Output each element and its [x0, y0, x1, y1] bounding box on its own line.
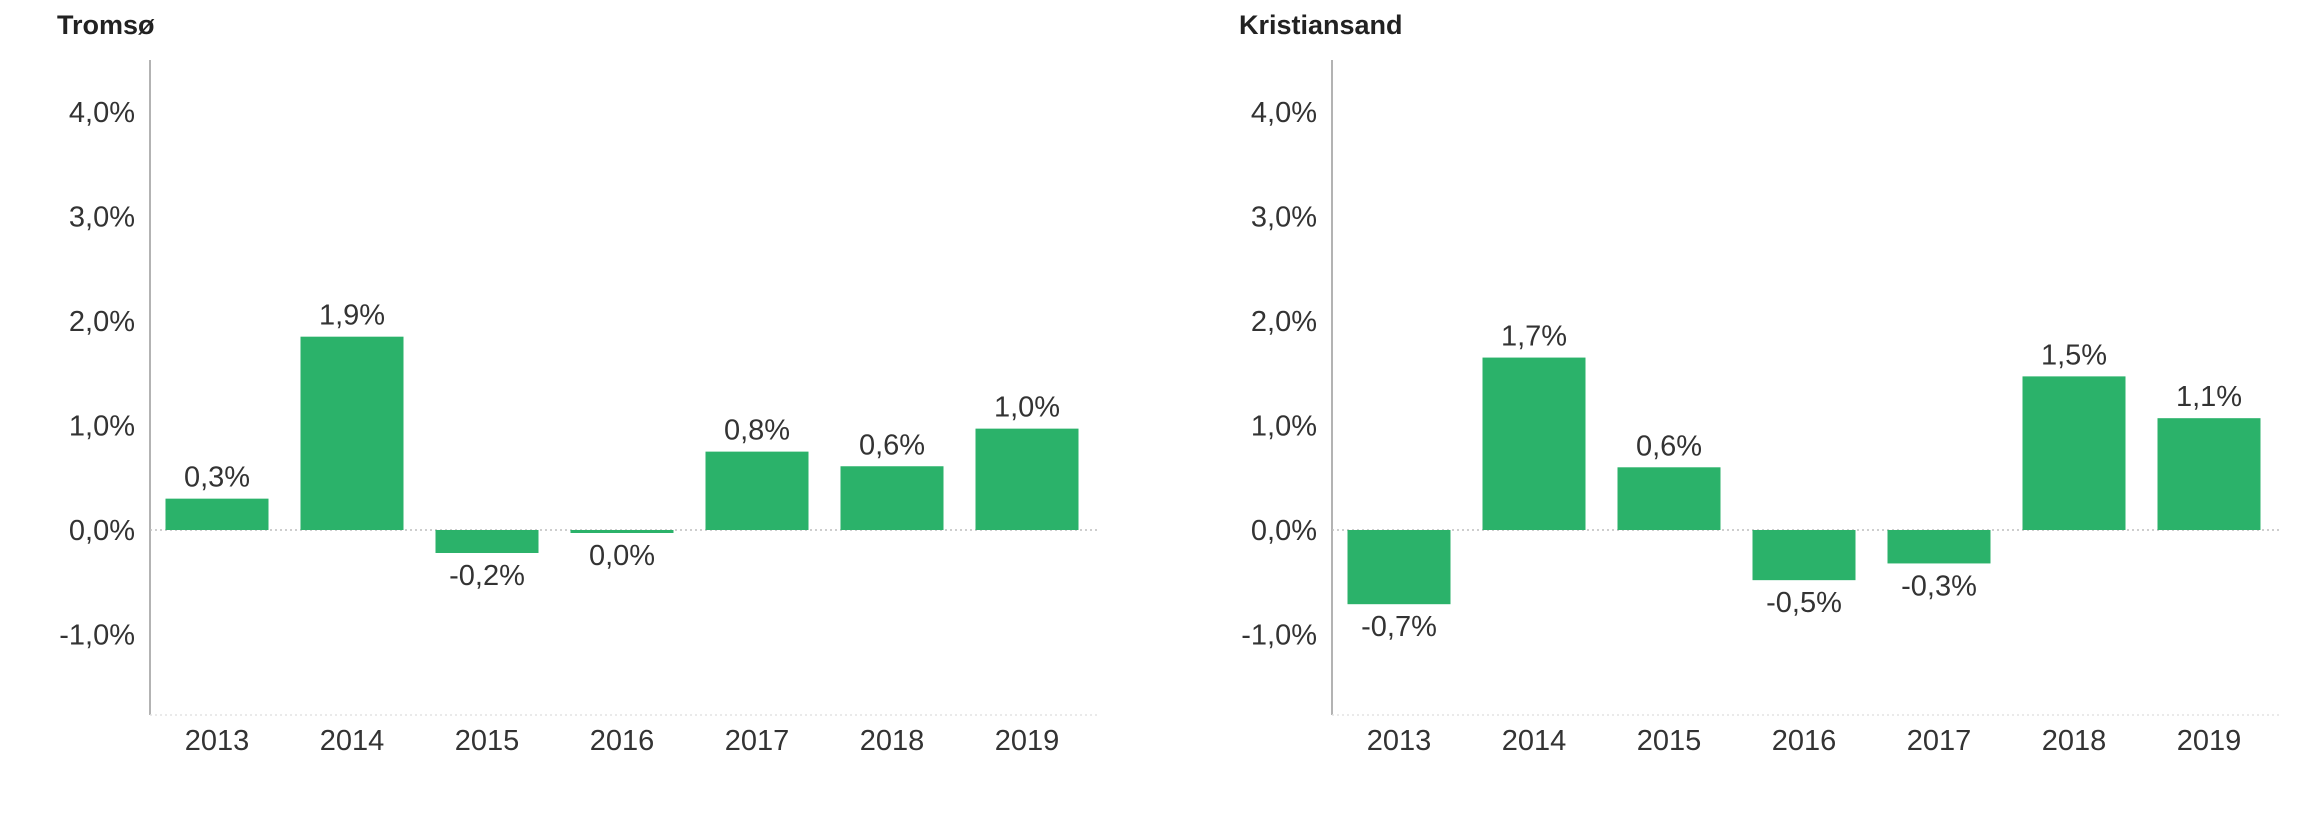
data-label: 0,3%: [184, 462, 250, 494]
y-tick-label: -1,0%: [1241, 620, 1317, 652]
bar-chart-tromso: -1,0% 0,0% 1,0% 2,0% 3,0% 4,0% 0,3% 2013 1,9% 201…: [59, 60, 1097, 757]
bar: [2022, 376, 2126, 530]
x-tick-label: 2019: [995, 725, 1060, 757]
data-label: 1,9%: [319, 300, 385, 332]
y-tick-label: -1,0%: [59, 620, 135, 652]
data-label: 0,0%: [589, 540, 655, 572]
y-tick-label: 2,0%: [1251, 306, 1317, 338]
data-label: 0,6%: [859, 429, 925, 461]
bar: [1617, 467, 1721, 530]
y-tick-label: 4,0%: [69, 97, 135, 129]
bar: [1752, 530, 1856, 581]
data-label: -0,2%: [449, 560, 525, 592]
x-tick-label: 2014: [1502, 725, 1567, 757]
data-label: -0,3%: [1901, 570, 1977, 602]
bar: [300, 336, 404, 530]
chart-panel-kristiansand: Kristiansand -1,0% 0,0% 1,0% 2,0% 3,0% 4,0% -0…: [1157, 0, 2314, 816]
data-label: -0,7%: [1361, 611, 1437, 643]
x-tick-label: 2013: [185, 725, 250, 757]
bar: [570, 530, 674, 533]
chart-title: Tromsø: [57, 10, 155, 40]
x-tick-label: 2017: [725, 725, 790, 757]
x-tick-label: 2016: [1772, 725, 1837, 757]
bar: [975, 428, 1079, 530]
x-tick-label: 2019: [2177, 725, 2242, 757]
x-tick-label: 2017: [1907, 725, 1972, 757]
bar: [1482, 357, 1586, 530]
data-label: 0,6%: [1636, 430, 1702, 462]
chart-panel-tromso: Tromsø -1,0% 0,0% 1,0% 2,0% 3,0% 4,0% 0,3% 2013…: [57, 10, 1097, 757]
chart-title: Kristiansand: [1239, 10, 1403, 40]
y-tick-label: 3,0%: [69, 202, 135, 234]
x-tick-label: 2015: [455, 725, 520, 757]
y-tick-label: 3,0%: [1251, 202, 1317, 234]
bar-chart-kristiansand: -1,0% 0,0% 1,0% 2,0% 3,0% 4,0% -0,7% 2013 1,7% 20…: [1241, 60, 2279, 757]
y-tick-label: 4,0%: [1251, 97, 1317, 129]
bar: [165, 498, 269, 530]
bar: [705, 451, 809, 530]
x-tick-label: 2018: [860, 725, 925, 757]
y-tick-label: 1,0%: [69, 411, 135, 443]
y-tick-label: 0,0%: [1251, 515, 1317, 547]
x-tick-label: 2016: [590, 725, 655, 757]
bar: [1347, 530, 1451, 605]
x-tick-label: 2013: [1367, 725, 1432, 757]
data-label: 1,1%: [2176, 381, 2242, 413]
y-tick-label: 0,0%: [69, 515, 135, 547]
y-tick-label: 2,0%: [69, 306, 135, 338]
y-tick-label: 1,0%: [1251, 411, 1317, 443]
x-tick-label: 2014: [320, 725, 385, 757]
x-tick-label: 2015: [1637, 725, 1702, 757]
data-label: 1,5%: [2041, 339, 2107, 371]
data-label: -0,5%: [1766, 587, 1842, 619]
data-label: 1,0%: [994, 392, 1060, 424]
data-label: 0,8%: [724, 415, 790, 447]
bar: [2157, 418, 2261, 530]
bar: [435, 530, 539, 553]
data-label: 1,7%: [1501, 321, 1567, 353]
bar: [840, 466, 944, 530]
bar: [1887, 530, 1991, 564]
x-tick-label: 2018: [2042, 725, 2107, 757]
